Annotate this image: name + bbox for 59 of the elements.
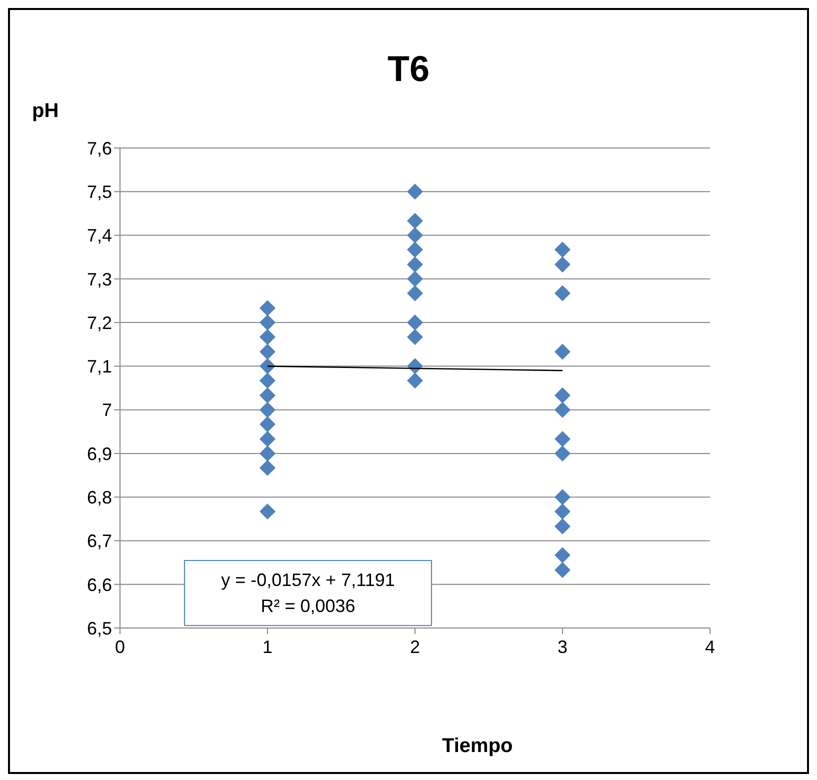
x-tick-label: 1 <box>262 636 273 657</box>
point <box>260 300 276 316</box>
y-tick-label: 6,7 <box>86 531 112 552</box>
point <box>554 445 570 462</box>
point <box>554 256 570 273</box>
point <box>260 358 276 374</box>
point <box>554 489 570 506</box>
annotation: y = -0,0157x + 7,1191 <box>220 569 396 592</box>
point <box>260 314 276 331</box>
point <box>554 562 570 578</box>
point <box>407 256 423 273</box>
point <box>260 431 276 448</box>
point <box>554 402 570 418</box>
x-axis-title: Tiempo <box>442 735 513 758</box>
point <box>260 460 276 476</box>
point <box>554 344 570 360</box>
y-tick-label: 7,4 <box>86 226 112 246</box>
chart-title: T6 <box>386 48 430 90</box>
x-tick-label: 3 <box>557 636 568 657</box>
point <box>260 328 276 345</box>
point <box>554 503 570 520</box>
annotation: R² = 0,0036 <box>260 595 356 618</box>
point <box>554 518 570 534</box>
x-tick-label: 0 <box>114 636 126 657</box>
y-tick-label: 7,5 <box>86 182 112 202</box>
point <box>260 372 276 389</box>
point <box>554 547 570 564</box>
y-tick-label: 7,2 <box>86 312 112 333</box>
point <box>407 270 423 287</box>
y-tick-label: 7 <box>102 400 112 420</box>
point <box>554 285 570 302</box>
y-tick-label: 7,3 <box>86 269 112 290</box>
point <box>260 387 276 404</box>
point <box>554 431 570 448</box>
point <box>407 212 423 229</box>
point <box>407 314 423 331</box>
point <box>554 387 570 404</box>
y-tick-label: 6,6 <box>86 574 112 595</box>
x-tick-label: 2 <box>410 636 420 657</box>
point <box>260 344 276 360</box>
y-tick-label: 6,8 <box>86 487 112 508</box>
point <box>260 416 276 432</box>
y-tick-label: 7,1 <box>86 356 112 377</box>
point <box>407 242 423 258</box>
point <box>407 328 423 345</box>
text-box: y = -0,0157x + 7,1191 R² = 0,0036 <box>184 560 432 626</box>
y-tick-label: 6,5 <box>86 618 112 638</box>
point <box>407 227 423 244</box>
point <box>407 285 423 302</box>
y-axis-title: pH <box>32 100 59 123</box>
point <box>260 402 276 418</box>
y-tick-label: 7,6 <box>86 138 112 158</box>
point <box>260 503 276 520</box>
point <box>407 184 423 200</box>
x-tick-label: 4 <box>704 636 716 657</box>
point <box>554 242 570 258</box>
point <box>260 445 276 462</box>
point <box>407 372 423 389</box>
y-tick-label: 6,9 <box>86 444 112 464</box>
